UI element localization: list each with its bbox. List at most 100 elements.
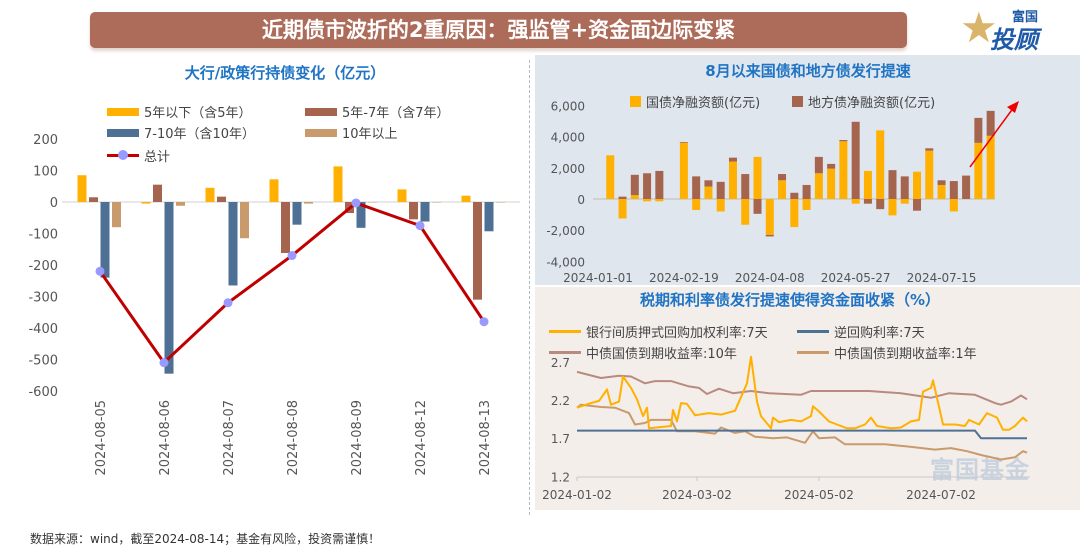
series-line: [576, 355, 1028, 431]
stacked-bar: [974, 117, 983, 143]
stacked-bar: [949, 181, 958, 199]
stacked-bar: [827, 163, 836, 169]
x-tick-label: 2024-01-02: [542, 488, 612, 502]
bar: [496, 202, 505, 203]
bar: [240, 202, 249, 239]
stacked-bar: [839, 141, 848, 199]
bar: [153, 184, 162, 202]
x-tick-label: 2024-08-05: [94, 400, 109, 476]
bar: [304, 202, 313, 204]
y-tick-label: -200: [28, 259, 58, 274]
stacked-bar: [863, 170, 872, 199]
stacked-bar: [630, 174, 639, 196]
stacked-bar: [704, 180, 713, 187]
bar: [461, 195, 471, 202]
stacked-bar: [863, 199, 872, 204]
legend-item: 中债国债到期收益率:1年: [797, 343, 977, 362]
bar: [409, 202, 418, 220]
stacked-bar: [692, 199, 701, 210]
stacked-bar: [790, 199, 799, 228]
stacked-bar: [925, 148, 934, 151]
bar: [356, 202, 366, 228]
logo-top-text: 富国: [1012, 10, 1039, 25]
stacked-bar: [778, 180, 787, 199]
stacked-bar: [802, 184, 811, 199]
stacked-bar: [888, 199, 897, 216]
total-marker: [95, 266, 105, 276]
y-tick-label: 100: [33, 165, 58, 180]
x-tick-label: 2024-02-19: [649, 271, 719, 285]
y-tick-label: 6,000: [551, 99, 585, 113]
logo: ★ 富国 投顾: [960, 3, 1070, 55]
bar: [281, 202, 290, 254]
bar: [176, 202, 185, 206]
stacked-bar: [728, 161, 737, 199]
stacked-bar: [876, 130, 885, 199]
star-icon: ★: [960, 3, 998, 52]
legend-item: 银行间质押式回购加权利率:7天: [549, 322, 768, 341]
x-tick-label: 2024-08-07: [222, 400, 237, 476]
bar: [292, 202, 302, 225]
stacked-bar: [655, 170, 664, 199]
legend-item: 5年-7年（含7年）: [305, 102, 450, 121]
x-tick-label: 2024-05-27: [821, 271, 891, 285]
stacked-bar: [618, 199, 627, 219]
stacked-bar: [937, 184, 946, 199]
stacked-bar: [643, 199, 652, 202]
rates-panel: [535, 287, 1080, 510]
y-tick-label: -500: [28, 354, 58, 369]
y-tick-label: -4,000: [546, 255, 585, 269]
bar: [333, 166, 343, 202]
bar: [164, 202, 174, 374]
stacked-bar: [606, 155, 615, 199]
legend-item: 7-10年（含10年）: [107, 123, 255, 142]
stacked-bar: [949, 199, 958, 212]
legend-item: 国债净融资额(亿元): [630, 92, 760, 111]
bar: [420, 202, 430, 222]
x-tick-label: 2024-07-15: [907, 271, 977, 285]
legend-item: 总计: [107, 146, 170, 165]
y-tick-label: 2.2: [551, 394, 570, 408]
stacked-bar: [716, 181, 725, 199]
bar: [89, 197, 98, 202]
stacked-bar: [986, 135, 995, 199]
y-tick-label: -400: [28, 322, 58, 337]
stacked-bar: [913, 171, 922, 199]
stacked-bar: [728, 157, 737, 162]
stacked-bar: [630, 195, 639, 199]
bar: [397, 189, 407, 202]
bar: [205, 187, 215, 202]
legend-item: 地方债净融资额(亿元): [792, 92, 935, 111]
stacked-bar: [618, 196, 627, 199]
legend-item: 10年以上: [305, 123, 398, 142]
chart3-title: 税期和利率债发行提速使得资金面收紧（%）: [639, 291, 941, 309]
stacked-bar: [827, 168, 836, 199]
trend-arrow: [969, 106, 1015, 168]
stacked-bar: [741, 174, 750, 199]
bar: [77, 175, 87, 202]
stacked-bar: [814, 173, 823, 199]
stacked-bar: [790, 192, 799, 199]
bar: [217, 196, 226, 202]
x-tick-label: 2024-08-09: [350, 400, 365, 476]
total-marker: [351, 198, 361, 208]
stacked-bar: [974, 142, 983, 199]
x-tick-label: 2024-05-02: [784, 488, 854, 502]
stacked-bar: [716, 199, 725, 212]
y-tick-label: -600: [28, 385, 58, 400]
x-tick-label: 2024-08-12: [414, 400, 429, 476]
legend-item: 5年以下（含5年）: [107, 102, 252, 121]
divider: [529, 60, 530, 515]
total-marker: [479, 317, 489, 327]
stacked-bar: [851, 199, 860, 204]
stacked-bar: [876, 199, 885, 210]
x-tick-label: 2024-08-13: [478, 400, 493, 476]
bar: [141, 202, 151, 204]
x-tick-label: 2024-07-02: [906, 488, 976, 502]
total-marker: [223, 298, 233, 308]
y-tick-label: 0: [50, 196, 58, 211]
stacked-bar: [962, 175, 971, 199]
arrow-head: [1007, 101, 1019, 113]
y-tick-label: 2,000: [551, 162, 585, 176]
stacked-bar: [741, 199, 750, 225]
